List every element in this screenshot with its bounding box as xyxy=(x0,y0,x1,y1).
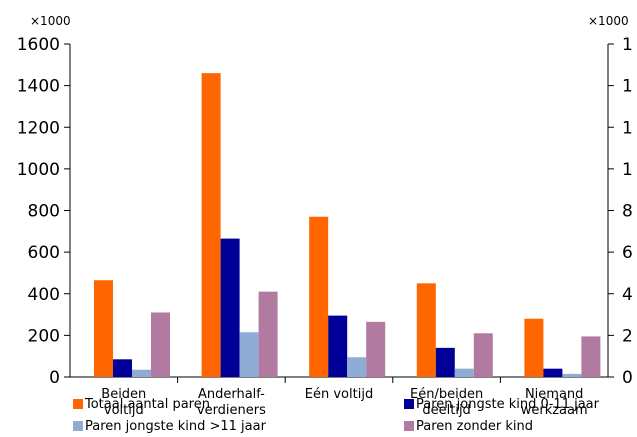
x-tick-label: voltijd xyxy=(104,403,144,418)
y-tick-label-right: 1 xyxy=(622,77,633,97)
y-tick-label-right: 2 xyxy=(622,326,633,346)
x-tick-label: Eén/beiden xyxy=(410,387,483,402)
y-tick-label-right: 8 xyxy=(622,202,633,222)
legend-label: Paren jongste kind 0-11 jaar xyxy=(416,397,600,412)
bar xyxy=(201,73,221,377)
bar xyxy=(113,359,132,377)
bar xyxy=(328,315,348,377)
y-unit-right: ×1000 xyxy=(588,14,629,28)
legend-swatch xyxy=(73,421,83,431)
y-tick-label-left: 600 xyxy=(28,243,60,263)
legend-label: Paren jongste kind >11 jaar xyxy=(85,419,267,434)
bar xyxy=(416,283,436,377)
y-tick-label-left: 200 xyxy=(28,326,60,346)
bar xyxy=(454,368,474,377)
x-tick-label: Beiden xyxy=(101,387,146,402)
bar xyxy=(258,291,278,377)
y-tick-label-left: 1200 xyxy=(17,118,60,138)
x-tick-label: Anderhalf- xyxy=(198,387,265,402)
legend-label: Paren zonder kind xyxy=(416,419,533,434)
y-tick-label-right: 4 xyxy=(622,285,633,305)
x-tick-label: verdieners xyxy=(197,403,266,418)
bar xyxy=(562,373,582,377)
legend-swatch xyxy=(73,399,83,409)
y-tick-label-left: 1000 xyxy=(17,160,60,180)
bar xyxy=(524,318,544,377)
legend-label: Totaal aantal paren xyxy=(84,397,210,412)
bar xyxy=(309,216,329,377)
bar xyxy=(347,357,367,377)
y-tick-label-left: 1600 xyxy=(17,35,60,55)
y-unit-left: ×1000 xyxy=(30,14,71,28)
bar xyxy=(435,347,455,377)
x-tick-label: werkzaam xyxy=(521,403,588,418)
bar xyxy=(220,238,240,377)
bar xyxy=(94,280,113,377)
y-tick-label-right: 1 xyxy=(622,160,633,180)
bar xyxy=(239,332,259,377)
y-tick-label-right: 1 xyxy=(622,118,633,138)
y-tick-label-right: 0 xyxy=(622,368,633,388)
bar xyxy=(581,336,601,377)
y-tick-label-right: 1 xyxy=(622,35,633,55)
y-tick-label-right: 6 xyxy=(622,243,633,263)
bar xyxy=(151,312,170,377)
y-tick-label-left: 400 xyxy=(28,285,60,305)
bar xyxy=(473,333,493,377)
legend-swatch xyxy=(404,399,414,409)
x-tick-label: Eén voltijd xyxy=(305,387,373,402)
y-tick-label-left: 800 xyxy=(28,202,60,222)
y-tick-label-left: 1400 xyxy=(17,77,60,97)
bar xyxy=(366,321,386,377)
y-tick-label-left: 0 xyxy=(49,368,60,388)
bar xyxy=(132,369,151,377)
x-tick-label: deeltijd xyxy=(422,403,470,418)
bar xyxy=(543,368,563,377)
legend-swatch xyxy=(404,421,414,431)
x-tick-label: Niemand xyxy=(525,387,583,402)
